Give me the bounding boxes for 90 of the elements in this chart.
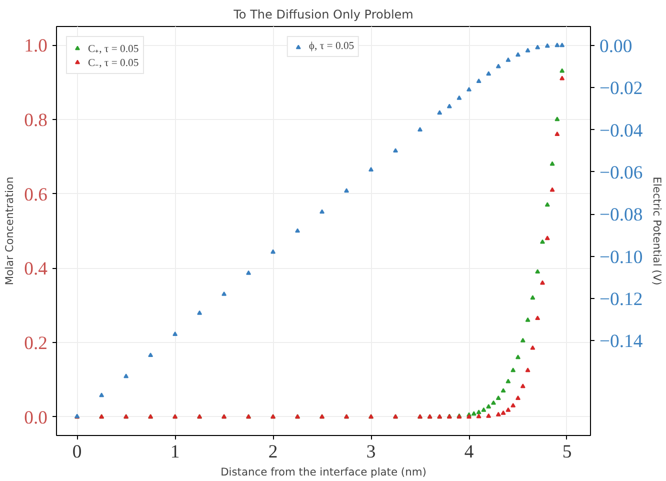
point [540,280,545,285]
point [270,249,276,254]
point [506,57,511,62]
point [496,64,501,68]
point [99,392,104,398]
point [554,116,560,122]
x-tick-label: 4 [464,442,474,462]
point [197,310,202,315]
y2-tick-label: −0.08 [600,204,643,226]
x-tick-label: 2 [268,442,278,462]
x-tick-label: 1 [170,442,180,462]
y-tick-label: 0.2 [24,333,48,354]
point [544,202,550,207]
point [540,239,545,244]
y2-tick-label: −0.14 [600,331,644,352]
y-tick-label: 0.0 [24,407,48,428]
point [560,76,565,80]
point [510,402,516,408]
y2-tick-label: −0.10 [600,246,643,268]
legend-label: C₊, τ = 0.05 [88,43,139,55]
y-tick-label: 1.0 [24,36,48,57]
point [520,338,526,342]
point [476,410,482,414]
point [437,110,442,115]
x-axis-title: Distance from the interface plate (nm) [220,466,426,478]
chart-title: To The Diffusion Only Problem [232,8,414,22]
point [560,42,565,48]
point [491,400,496,405]
point [515,52,520,57]
y2-tick-label: −0.02 [600,78,643,100]
y2-tick-label: 0.00 [600,36,632,57]
point [506,378,511,384]
point [481,407,486,412]
point [544,236,550,240]
point [515,396,520,400]
y-tick-label: 0.8 [24,110,48,131]
y-tick-label: 0.4 [24,258,48,280]
y2-axis-title: Electric Potential (V) [650,176,664,286]
point [500,410,506,415]
point [471,411,476,416]
y-tick-label: 0.6 [24,184,48,206]
point [496,396,501,400]
point [172,331,178,336]
point [535,316,540,320]
point [515,354,520,360]
x-tick-label: 3 [366,442,376,462]
point [476,78,482,83]
x-tick-label: 0 [72,442,82,462]
point [476,414,482,418]
point [246,270,252,275]
point [525,48,530,52]
y-axis-title: Molar Concentration [3,176,16,286]
point [525,317,530,322]
point [466,86,472,92]
point [554,132,560,136]
point [486,404,492,409]
point [320,209,325,214]
point [510,368,516,372]
point [456,95,462,100]
point [393,148,398,153]
legend-label: C₋, τ = 0.05 [88,57,139,69]
point [550,161,555,166]
point [295,228,300,233]
point [550,187,555,192]
point [560,68,565,73]
point [506,407,511,412]
point [530,345,536,350]
point [544,43,550,48]
point [520,384,526,388]
point [496,412,501,416]
point [500,388,506,393]
point [418,126,423,132]
point [148,352,154,358]
point [535,44,540,50]
point [525,368,530,372]
legend-label: ϕ, τ = 0.05 [308,41,354,52]
y2-tick-label: −0.12 [600,288,643,310]
point [344,188,350,193]
point [222,291,227,296]
point [124,374,129,378]
point [446,104,452,108]
point [368,167,374,172]
point [530,295,536,300]
x-tick-label: 5 [562,442,572,462]
y2-tick-label: −0.04 [600,120,644,142]
point [554,42,560,48]
y2-tick-label: −0.06 [600,162,643,184]
point [486,71,492,76]
point [535,269,540,274]
point [486,413,492,418]
